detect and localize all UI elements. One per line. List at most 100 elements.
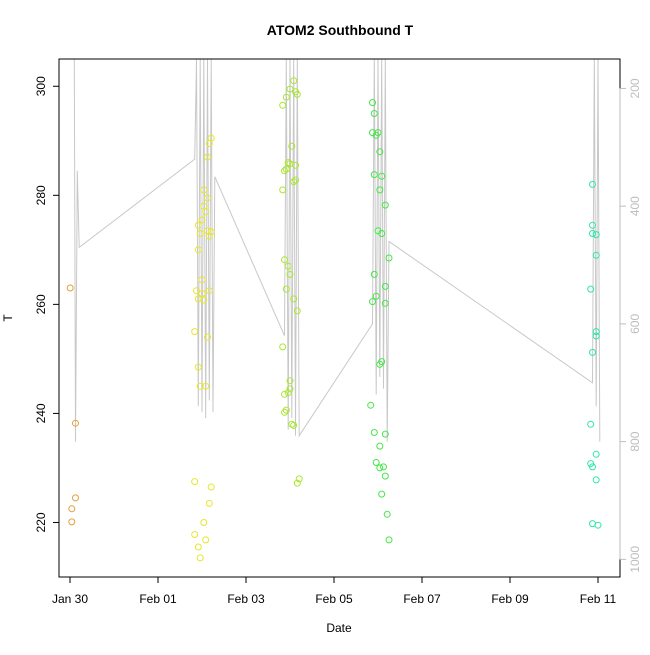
data-point [204, 153, 211, 161]
data-point [72, 494, 79, 502]
line-layer [73, 58, 601, 442]
data-point [194, 295, 202, 303]
data-point [284, 389, 292, 397]
data-point [381, 299, 389, 307]
y-tick-label: 280 [34, 185, 48, 205]
data-point [200, 186, 208, 194]
data-point [587, 460, 595, 468]
x-tick-label: Feb 11 [580, 592, 617, 606]
data-point [204, 333, 211, 341]
data-point [286, 85, 294, 93]
data-point [281, 167, 288, 175]
y2-tick-label: 600 [628, 314, 642, 334]
data-point [293, 479, 301, 487]
point-layer [66, 77, 602, 562]
data-point [292, 161, 299, 169]
data-point [374, 129, 382, 137]
data-point [376, 148, 384, 156]
data-point [200, 296, 208, 304]
data-point [68, 505, 76, 513]
data-point [378, 230, 386, 237]
data-point [286, 270, 294, 278]
data-point [281, 408, 288, 416]
data-point [380, 463, 387, 471]
data-point [282, 406, 290, 414]
data-point [281, 256, 288, 264]
data-point [194, 221, 202, 229]
data-point [376, 360, 384, 368]
data-point [587, 420, 595, 428]
chart-title: ATOM2 Southbound T [267, 22, 414, 38]
data-point [207, 134, 215, 142]
data-point [279, 101, 287, 109]
data-point [286, 385, 294, 393]
data-point [193, 287, 200, 295]
data-point [592, 476, 600, 484]
x-tick-label: Feb 07 [403, 592, 441, 606]
data-point [592, 332, 600, 340]
data-point [372, 292, 380, 300]
data-point [196, 230, 204, 237]
data-point [385, 536, 393, 544]
x-tick-label: Feb 05 [315, 592, 353, 606]
x-tick-label: Jan 30 [52, 592, 88, 606]
data-point [385, 254, 393, 262]
y-axis: 220 240 260 280 300 [34, 76, 60, 532]
data-point [284, 159, 292, 167]
x-axis: Jan 30 Feb 01 Feb 03 Feb 05 Feb 07 Feb 09 Feb … [52, 576, 617, 606]
data-point [200, 519, 208, 526]
data-point [372, 459, 380, 466]
data-point [381, 201, 389, 209]
data-point [68, 518, 76, 526]
x-tick-label: Feb 01 [139, 592, 177, 606]
data-point [381, 430, 389, 438]
data-point [370, 110, 378, 117]
data-point [282, 93, 290, 101]
data-point [198, 276, 206, 284]
data-point [383, 510, 391, 518]
data-point [589, 463, 596, 471]
data-point [592, 251, 600, 259]
data-point [293, 90, 301, 98]
data-point [202, 382, 210, 390]
data-point [589, 221, 596, 229]
data-point [592, 328, 600, 336]
data-point [205, 232, 213, 240]
y-tick-label: 240 [34, 403, 48, 423]
data-point [204, 194, 211, 202]
data-point [202, 536, 210, 544]
data-point [369, 99, 376, 107]
data-point [288, 142, 296, 150]
x-tick-label: Feb 09 [491, 592, 529, 606]
data-point [370, 270, 378, 278]
y-tick-label: 260 [34, 294, 48, 314]
data-point [207, 483, 215, 491]
data-point [589, 180, 596, 188]
data-point [205, 287, 213, 295]
data-point [292, 176, 299, 184]
plot-frame [58, 58, 621, 578]
data-point [376, 442, 384, 450]
data-point [376, 186, 384, 194]
data-point [290, 77, 298, 85]
data-point [286, 377, 294, 385]
data-point [279, 186, 287, 194]
data-point [279, 343, 287, 351]
y-tick-label: 300 [34, 76, 48, 96]
data-point [589, 348, 596, 356]
data-point [592, 231, 600, 239]
data-point [194, 363, 202, 371]
data-point [198, 216, 206, 224]
data-point [295, 475, 303, 483]
data-point [381, 472, 389, 480]
data-point [370, 429, 378, 436]
data-point [367, 401, 375, 409]
data-point [205, 499, 213, 507]
data-point [592, 450, 600, 458]
x-axis-label: Date [326, 621, 352, 635]
data-point [290, 178, 298, 186]
data-point [378, 172, 386, 180]
data-point [290, 421, 298, 429]
